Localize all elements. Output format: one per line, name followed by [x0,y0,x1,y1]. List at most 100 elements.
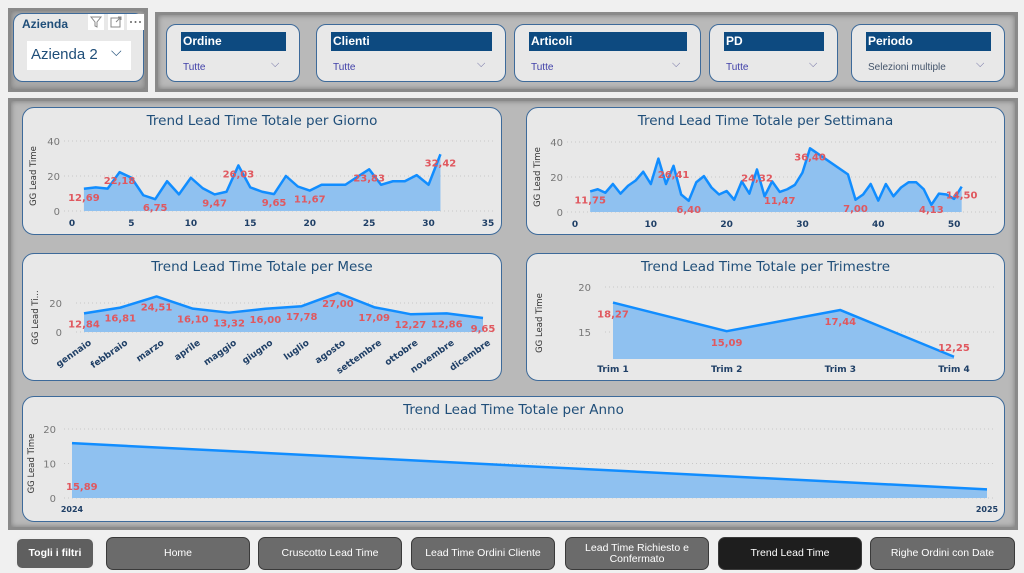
data-point[interactable] [685,197,693,205]
data-point[interactable] [151,195,159,203]
data-point[interactable] [365,165,373,173]
data-point[interactable] [616,190,624,198]
data-label: 11,67 [294,195,326,206]
data-point[interactable] [329,181,337,189]
data-point[interactable] [836,306,844,314]
data-point[interactable] [874,197,882,205]
data-point[interactable] [436,150,444,158]
data-point[interactable] [723,187,731,195]
data-point[interactable] [211,190,219,198]
data-label: 9,65 [262,198,287,209]
data-point[interactable] [443,309,451,317]
data-point[interactable] [806,144,814,152]
data-point[interactable] [116,168,124,176]
data-point[interactable] [753,165,761,173]
data-point[interactable] [609,299,617,307]
data-point[interactable] [912,178,920,186]
data-point[interactable] [261,305,269,313]
data-point[interactable] [298,302,306,310]
nav-button-trend-lead-time[interactable]: Trend Lead Time [718,537,862,570]
data-point[interactable] [632,177,640,185]
data-point[interactable] [258,188,266,196]
data-point[interactable] [639,168,647,176]
data-point[interactable] [80,309,88,317]
data-point[interactable] [670,162,678,170]
clear-filters-button[interactable]: Togli i filtri [15,537,95,570]
data-point[interactable] [413,171,421,179]
data-point[interactable] [139,191,147,199]
data-point[interactable] [700,172,708,180]
data-point[interactable] [707,184,715,192]
data-point[interactable] [68,439,76,447]
x-tick-label: 25 [363,219,376,229]
data-point[interactable] [844,170,852,178]
data-point[interactable] [867,180,875,188]
data-point[interactable] [692,178,700,186]
data-point[interactable] [406,310,414,318]
data-point[interactable] [199,184,207,192]
focus-mode-icon[interactable] [108,14,124,30]
company-dropdown[interactable]: Azienda 2 ⌵ [27,41,131,70]
data-point[interactable] [889,192,897,200]
data-point[interactable] [677,191,685,199]
data-point[interactable] [594,185,602,193]
data-point[interactable] [905,178,913,186]
nav-button-righe-ordini-con-date[interactable]: Righe Ordini con Date [870,537,1015,570]
data-point[interactable] [189,305,197,313]
filter-icon[interactable] [88,14,104,30]
nav-button-lead-time-ordini-cliente[interactable]: Lead Time Ordini Cliente [411,537,555,570]
data-point[interactable] [920,185,928,193]
data-point[interactable] [92,183,100,191]
data-point[interactable] [163,177,171,185]
data-point[interactable] [334,289,342,297]
data-point[interactable] [187,174,195,182]
data-point[interactable] [270,190,278,198]
data-point[interactable] [647,180,655,188]
data-point[interactable] [401,177,409,185]
data-point[interactable] [624,182,632,190]
data-point[interactable] [370,303,378,311]
data-point[interactable] [791,181,799,189]
data-point[interactable] [609,180,617,188]
data-point[interactable] [246,183,254,191]
data-point[interactable] [745,190,753,198]
data-point[interactable] [294,183,302,191]
data-point[interactable] [586,187,594,195]
data-point[interactable] [479,314,487,322]
data-point[interactable] [715,191,723,199]
x-tick-label: febbraio [89,338,130,371]
nav-button-lead-time-richiesto-e-confermato[interactable]: Lead Time Richiesto e Confermato [565,537,709,570]
data-point[interactable] [425,181,433,189]
data-point[interactable] [783,185,791,193]
data-point[interactable] [798,169,806,177]
data-point[interactable] [882,180,890,188]
data-point[interactable] [654,155,662,163]
data-point[interactable] [153,292,161,300]
nav-button-cruscotto-lead-time[interactable]: Cruscotto Lead Time [258,537,402,570]
data-point[interactable] [341,181,349,189]
data-point[interactable] [897,184,905,192]
data-point[interactable] [175,190,183,198]
data-point[interactable] [662,180,670,188]
data-point[interactable] [225,309,233,317]
data-point[interactable] [958,183,966,191]
data-point[interactable] [389,177,397,185]
data-point[interactable] [306,187,314,195]
data-point[interactable] [80,185,88,193]
data-point[interactable] [730,196,738,204]
data-point[interactable] [950,353,958,361]
more-options-icon[interactable] [127,14,144,30]
data-point[interactable] [318,181,326,189]
data-point[interactable] [776,188,784,196]
data-point[interactable] [282,172,290,180]
data-point[interactable] [983,485,991,493]
filter-periodo: Periodo Selezioni multiple ⌵ [851,24,1005,82]
data-point[interactable] [223,188,231,196]
data-point[interactable] [852,196,860,204]
data-point[interactable] [116,304,124,312]
nav-button-home[interactable]: Home [106,537,250,570]
data-point[interactable] [859,191,867,199]
data-point[interactable] [935,190,943,198]
data-point[interactable] [723,327,731,335]
data-point[interactable] [234,161,242,169]
